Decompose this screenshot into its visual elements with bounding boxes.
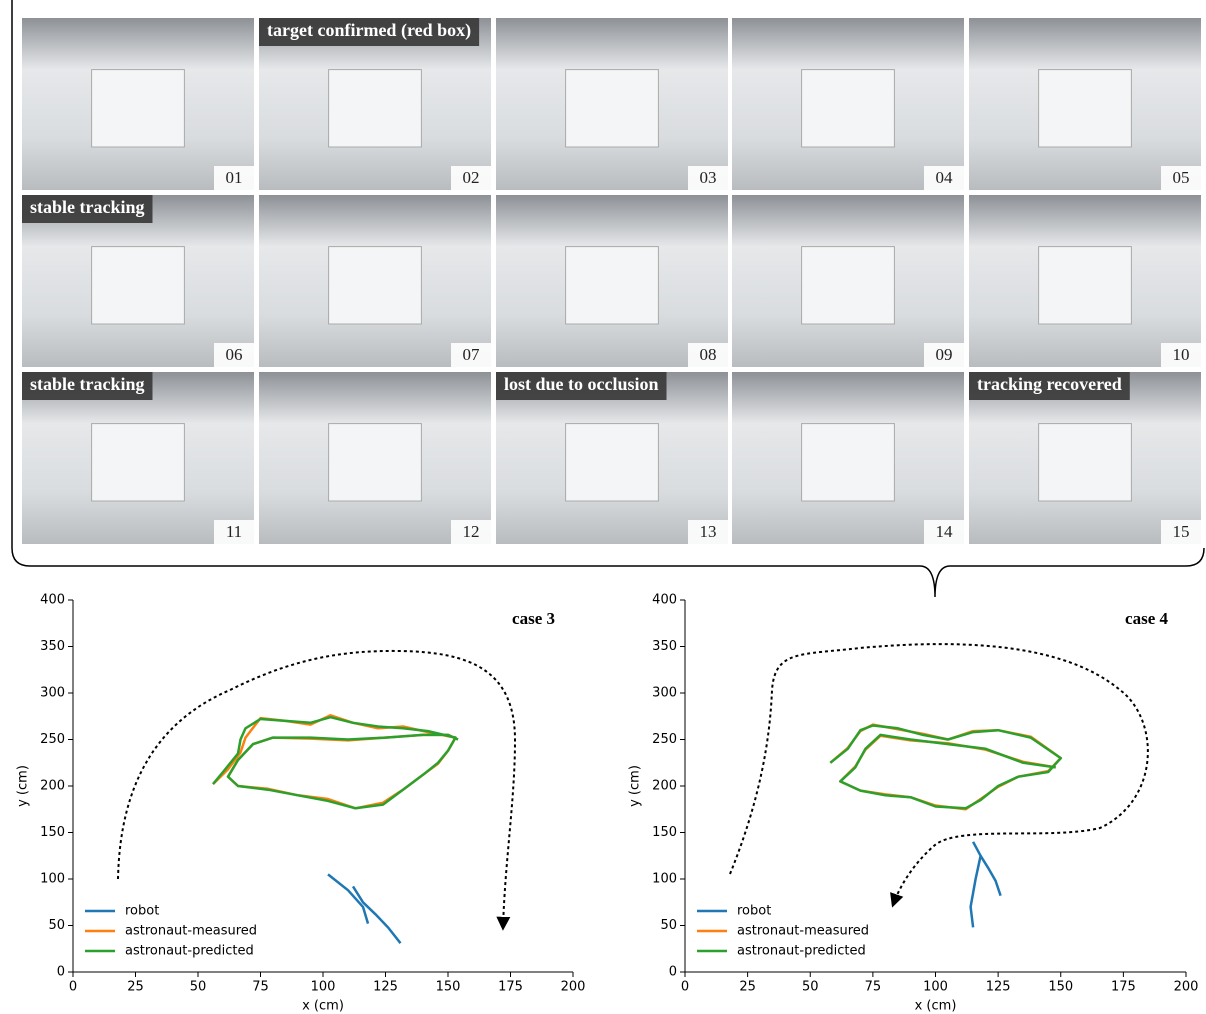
x-axis-label: x (cm) [302, 999, 344, 1014]
y-tick-label: 0 [57, 965, 65, 980]
frame-number: 06 [226, 345, 243, 364]
x-tick-label: 25 [739, 980, 756, 995]
figure: 01 02 target confirmed (red box) 03 04 05 06 st… [0, 0, 1206, 1014]
x-tick-label: 150 [1048, 980, 1073, 995]
legend-label: astronaut-measured [737, 924, 869, 939]
x-tick-label: 100 [311, 980, 336, 995]
x-tick-label: 200 [1174, 980, 1199, 995]
path-annotation [730, 644, 1148, 905]
frame-number: 11 [226, 522, 242, 541]
corridor [566, 424, 659, 501]
x-tick-label: 175 [1111, 980, 1136, 995]
frame-number: 13 [700, 522, 717, 541]
caption: stable tracking [30, 374, 145, 394]
corridor [802, 247, 895, 324]
x-tick-label: 175 [498, 980, 523, 995]
x-tick-label: 50 [190, 980, 207, 995]
corridor [329, 247, 422, 324]
frame-number: 03 [700, 168, 717, 187]
legend-label: robot [125, 904, 159, 919]
y-tick-label: 350 [652, 639, 677, 654]
case-label: case 4 [1125, 609, 1168, 628]
series-line [328, 874, 401, 943]
x-tick-label: 75 [252, 980, 269, 995]
legend-label: robot [737, 904, 771, 919]
y-axis-label: y (cm) [628, 765, 643, 807]
corridor [92, 70, 185, 147]
legend-label: astronaut-predicted [125, 944, 254, 959]
frame-number: 01 [226, 168, 243, 187]
series-line [971, 842, 1001, 928]
corridor [1039, 247, 1132, 324]
corridor [566, 247, 659, 324]
y-tick-label: 250 [40, 732, 65, 747]
y-tick-label: 50 [48, 918, 65, 933]
corridor [1039, 424, 1132, 501]
x-tick-label: 100 [923, 980, 948, 995]
frame-number: 05 [1173, 168, 1190, 187]
y-tick-label: 0 [669, 965, 677, 980]
y-tick-label: 150 [652, 825, 677, 840]
corridor [566, 70, 659, 147]
frame-number: 09 [936, 345, 953, 364]
corridor [329, 70, 422, 147]
caption: stable tracking [30, 197, 145, 217]
y-tick-label: 100 [40, 872, 65, 887]
caption: lost due to occlusion [504, 374, 659, 394]
x-tick-label: 125 [373, 980, 398, 995]
series-line [830, 726, 1061, 809]
legend-label: astronaut-measured [125, 924, 257, 939]
corridor [802, 424, 895, 501]
x-tick-label: 0 [681, 980, 689, 995]
x-tick-label: 25 [127, 980, 144, 995]
y-tick-label: 400 [40, 593, 65, 608]
y-tick-label: 300 [652, 686, 677, 701]
corridor [1039, 70, 1132, 147]
y-tick-label: 300 [40, 686, 65, 701]
frame-number: 07 [463, 345, 481, 364]
y-tick-label: 200 [652, 779, 677, 794]
corridor [329, 424, 422, 501]
y-tick-label: 350 [40, 639, 65, 654]
x-axis-label: x (cm) [915, 999, 957, 1014]
x-tick-label: 50 [802, 980, 819, 995]
path-annotation [118, 651, 515, 928]
caption: target confirmed (red box) [267, 20, 471, 41]
y-tick-label: 50 [660, 918, 677, 933]
frame-number: 12 [463, 522, 480, 541]
y-tick-label: 150 [40, 825, 65, 840]
caption: tracking recovered [977, 374, 1122, 394]
frame-number: 15 [1173, 522, 1190, 541]
frame-number: 04 [936, 168, 954, 187]
x-tick-label: 125 [986, 980, 1011, 995]
x-tick-label: 0 [69, 980, 77, 995]
x-tick-label: 200 [561, 980, 586, 995]
corridor [92, 247, 185, 324]
x-tick-label: 75 [865, 980, 882, 995]
y-axis-label: y (cm) [16, 765, 31, 807]
x-tick-label: 150 [436, 980, 461, 995]
y-tick-label: 200 [40, 779, 65, 794]
frame-number: 02 [463, 168, 480, 187]
corridor [802, 70, 895, 147]
frame-number: 14 [936, 522, 954, 541]
corridor [92, 424, 185, 501]
legend-label: astronaut-predicted [737, 944, 866, 959]
case-label: case 3 [512, 609, 555, 628]
y-tick-label: 250 [652, 732, 677, 747]
y-tick-label: 400 [652, 593, 677, 608]
y-tick-label: 100 [652, 872, 677, 887]
frame-number: 10 [1173, 345, 1190, 364]
frame-number: 08 [700, 345, 717, 364]
